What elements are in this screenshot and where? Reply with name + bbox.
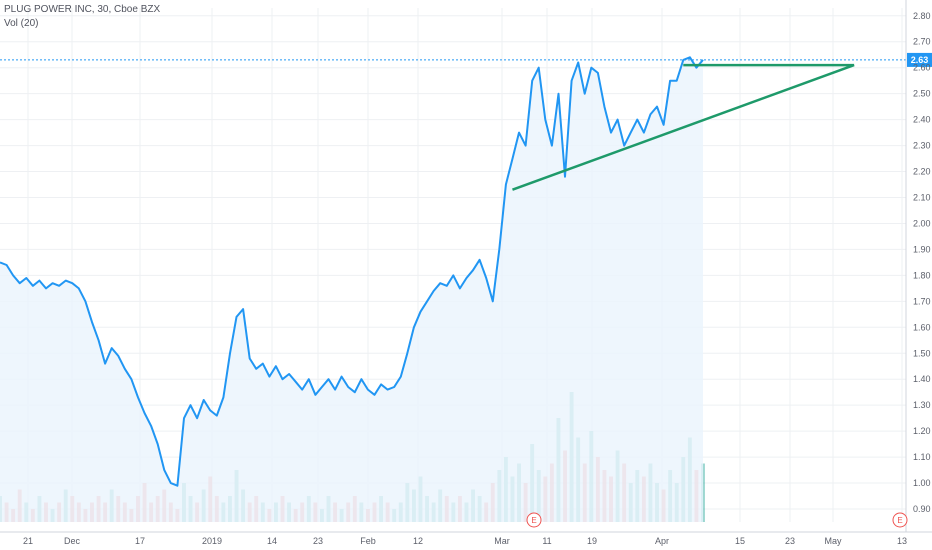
y-tick-label: 2.30 xyxy=(913,141,931,151)
x-tick-label: May xyxy=(824,536,842,546)
y-tick-label: 1.60 xyxy=(913,322,931,332)
y-tick-label: 1.10 xyxy=(913,452,931,462)
earnings-marker-label: E xyxy=(897,516,902,525)
x-tick-label: 23 xyxy=(313,536,323,546)
x-tick-label: 14 xyxy=(267,536,277,546)
y-tick-label: 1.90 xyxy=(913,244,931,254)
y-tick-label: 2.80 xyxy=(913,11,931,21)
price-line xyxy=(0,56,704,487)
y-tick-label: 2.40 xyxy=(913,115,931,125)
x-tick-label: 13 xyxy=(897,536,907,546)
x-tick-label: Feb xyxy=(360,536,376,546)
trendline xyxy=(512,63,855,191)
y-tick-label: 2.60 xyxy=(913,63,931,73)
price-area xyxy=(0,57,703,523)
y-axis: 2.80 2.70 2.60 2.50 2.40 2.30 2.20 2.10 2.00 1.90… xyxy=(0,0,932,533)
y-tick-label: 1.80 xyxy=(913,270,931,280)
trend-layer: 2.63 xyxy=(0,52,932,191)
x-tick-label: Apr xyxy=(655,536,669,546)
x-tick-label: 12 xyxy=(413,536,423,546)
y-tick-label: 2.50 xyxy=(913,89,931,99)
y-tick-label: 0.90 xyxy=(913,504,931,514)
last-price-label: 2.63 xyxy=(911,55,929,65)
x-tick-label: 23 xyxy=(785,536,795,546)
y-tick-label: 1.40 xyxy=(913,374,931,384)
volume-indicator-label: Vol (20) xyxy=(4,18,39,29)
x-axis: 21 Dec 17 2019 14 23 Feb 12 Mar 11 19 Apr 15 23 May 13 xyxy=(23,536,907,546)
y-tick-label: 1.30 xyxy=(913,400,931,410)
earnings-marker-label: E xyxy=(531,516,536,525)
area-layer xyxy=(0,57,703,523)
x-tick-label: 17 xyxy=(135,536,145,546)
chart-title: PLUG POWER INC, 30, Cboe BZX xyxy=(4,4,161,15)
y-tick-label: 1.50 xyxy=(913,348,931,358)
line-layer xyxy=(0,56,704,487)
x-tick-label: 2019 xyxy=(202,536,222,546)
y-tick-label: 2.10 xyxy=(913,193,931,203)
earnings-marker[interactable] xyxy=(892,512,908,528)
earnings-marker[interactable] xyxy=(526,512,542,528)
y-tick-label: 1.20 xyxy=(913,426,931,436)
y-tick-label: 1.70 xyxy=(913,296,931,306)
x-tick-label: Mar xyxy=(494,536,510,546)
y-tick-label: 1.00 xyxy=(913,478,931,488)
y-tick-label: 2.20 xyxy=(913,167,931,177)
y-tick-label: 2.00 xyxy=(913,218,931,228)
x-tick-label: Dec xyxy=(64,536,81,546)
x-tick-label: 21 xyxy=(23,536,33,546)
x-tick-label: 11 xyxy=(542,536,551,546)
x-tick-label: 19 xyxy=(587,536,597,546)
x-tick-label: 15 xyxy=(735,536,745,546)
last-price-badge xyxy=(907,52,932,67)
y-tick-label: 2.70 xyxy=(913,37,931,47)
